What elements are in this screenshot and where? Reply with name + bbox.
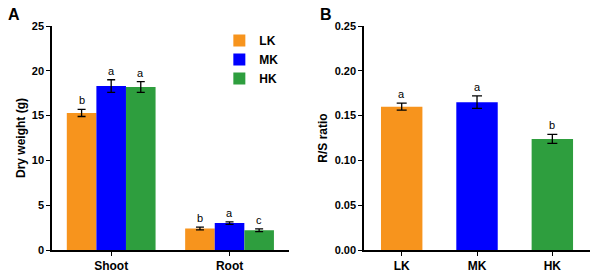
- svg-text:b: b: [197, 212, 203, 224]
- svg-text:0.00: 0.00: [335, 244, 356, 256]
- svg-text:Shoot: Shoot: [94, 259, 128, 273]
- svg-text:Root: Root: [216, 259, 243, 273]
- svg-text:LK: LK: [259, 34, 275, 48]
- svg-text:0: 0: [38, 244, 44, 256]
- svg-text:MK: MK: [468, 259, 487, 273]
- svg-text:HK: HK: [259, 72, 277, 86]
- svg-text:0.15: 0.15: [335, 109, 356, 121]
- svg-text:25: 25: [32, 20, 44, 32]
- svg-text:5: 5: [38, 199, 44, 211]
- svg-text:15: 15: [32, 109, 44, 121]
- svg-text:10: 10: [32, 154, 44, 166]
- svg-text:R/S ratio: R/S ratio: [316, 113, 330, 162]
- svg-text:0.20: 0.20: [335, 65, 356, 77]
- svg-text:B: B: [320, 6, 332, 23]
- svg-text:Dry weight (g): Dry weight (g): [14, 98, 28, 178]
- svg-text:0.25: 0.25: [335, 20, 356, 32]
- svg-text:MK: MK: [259, 53, 278, 67]
- svg-text:a: a: [137, 67, 144, 79]
- svg-text:a: a: [474, 81, 481, 93]
- svg-text:a: a: [226, 207, 233, 219]
- svg-text:a: a: [398, 88, 405, 100]
- svg-text:b: b: [79, 94, 85, 106]
- svg-text:20: 20: [32, 65, 44, 77]
- svg-text:0.10: 0.10: [335, 154, 356, 166]
- svg-text:a: a: [108, 65, 115, 77]
- svg-text:LK: LK: [394, 259, 410, 273]
- svg-text:c: c: [256, 214, 262, 226]
- svg-text:A: A: [8, 6, 20, 23]
- svg-text:b: b: [549, 119, 555, 131]
- svg-text:HK: HK: [544, 259, 562, 273]
- svg-text:0.05: 0.05: [335, 199, 356, 211]
